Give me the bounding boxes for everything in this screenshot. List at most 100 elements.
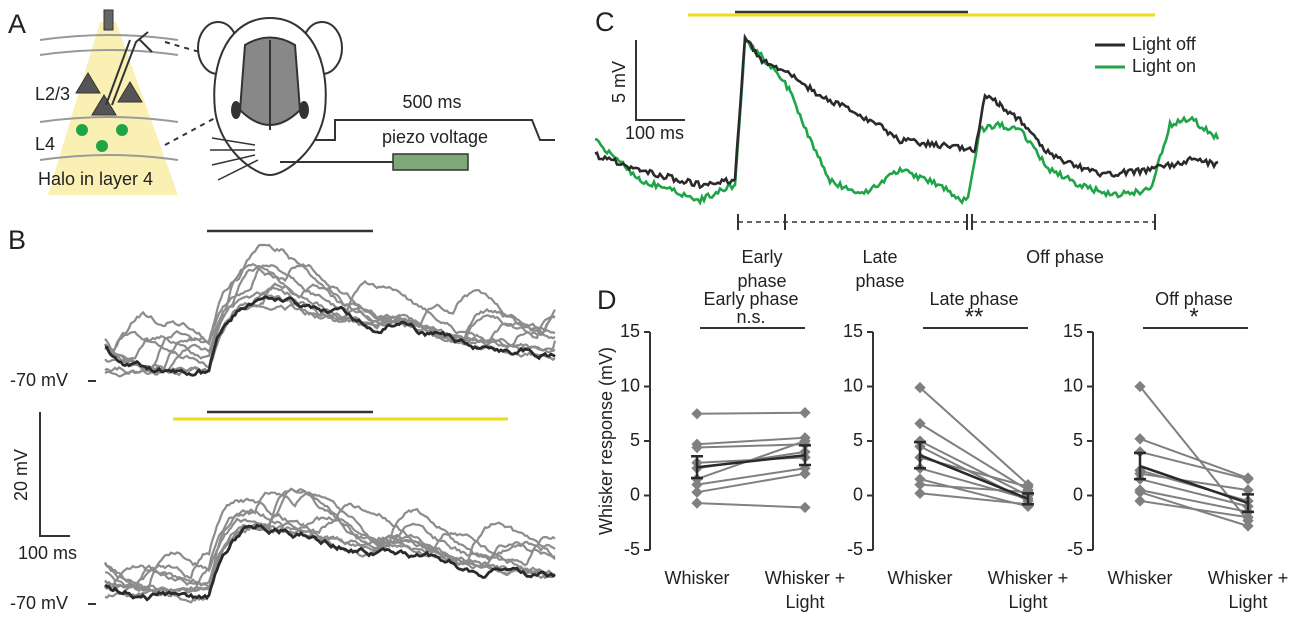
- y-tick-label: 10: [1063, 375, 1083, 395]
- phase-ticks: [737, 214, 1156, 230]
- piezo: [392, 153, 469, 171]
- error-bar: [1134, 451, 1146, 481]
- pipette: [105, 31, 153, 106]
- point: [1242, 511, 1254, 523]
- panel-label: A: [8, 9, 26, 39]
- legend-label: Light off: [1132, 34, 1197, 54]
- y-tick-label: 10: [843, 375, 863, 395]
- stimulus-label: piezo voltage: [382, 127, 488, 147]
- trace-mean: [104, 295, 556, 377]
- y-tick-label: 15: [620, 321, 640, 341]
- phase-label: Off phase: [1026, 247, 1104, 267]
- y-tick-label: 5: [1073, 430, 1083, 450]
- pair-line: [696, 472, 806, 494]
- y-tick-label: 15: [1063, 321, 1083, 341]
- layer-lines: [39, 34, 179, 161]
- layer-label: L2/3: [35, 84, 70, 104]
- traces: [104, 243, 557, 604]
- error-bar: [1242, 493, 1254, 514]
- point: [1134, 433, 1146, 445]
- pair-line: [919, 492, 1029, 506]
- l4-cells: [76, 124, 128, 152]
- point: [1134, 495, 1146, 507]
- scale-y-label: 20 mV: [11, 449, 31, 501]
- significance: **: [965, 303, 984, 330]
- point: [1242, 520, 1254, 532]
- y-tick-label: 0: [1073, 484, 1083, 504]
- stimulus-duration: 500 ms: [402, 92, 461, 112]
- legend-label: Light on: [1132, 56, 1196, 76]
- x-tick-label: Whisker + Light: [1207, 568, 1289, 612]
- phase-label: Early phase: [737, 247, 787, 291]
- trace-mean: [104, 523, 556, 602]
- pair-line: [1139, 437, 1249, 480]
- scale-x-label: 100 ms: [18, 543, 77, 563]
- trace: [104, 497, 556, 591]
- trace: [104, 487, 556, 590]
- trace: [104, 264, 556, 372]
- zoom-lines: [164, 41, 216, 146]
- x-tick-label: Whisker: [887, 568, 953, 588]
- trace: [104, 243, 556, 376]
- pyramidal-cells: [75, 72, 143, 116]
- stimulus-step: [315, 119, 555, 141]
- scale-x-label: 100 ms: [625, 123, 684, 143]
- y-tick-label: 0: [853, 484, 863, 504]
- point: [691, 486, 703, 498]
- x-tick-label: Whisker: [664, 568, 730, 588]
- y-axis-label: Whisker response (mV): [596, 347, 616, 535]
- trace: [104, 507, 556, 591]
- y-tick-label: 0: [630, 484, 640, 504]
- panel-label: C: [595, 7, 615, 37]
- layer-label: L4: [35, 134, 55, 154]
- point: [799, 501, 811, 514]
- light-cone: [48, 22, 178, 195]
- trace: [104, 263, 556, 373]
- point: [691, 441, 703, 454]
- caption: Halo in layer 4: [38, 169, 153, 189]
- pair-line: [919, 440, 1029, 497]
- point: [1242, 484, 1254, 496]
- pair-line: [696, 411, 806, 415]
- panel-label: B: [8, 225, 26, 255]
- error-bar: [914, 440, 926, 470]
- point: [914, 381, 926, 394]
- y-tick-label: -5: [1067, 539, 1083, 559]
- x-tick-label: Whisker + Light: [764, 568, 846, 612]
- trace: [104, 522, 556, 599]
- baseline-label: -70 mV: [10, 370, 68, 390]
- point: [799, 468, 811, 480]
- pair-line: [919, 422, 1029, 491]
- error-bar: [799, 444, 811, 467]
- mean-line: [696, 453, 806, 469]
- y-tick-label: 5: [853, 430, 863, 450]
- point: [914, 487, 926, 499]
- mean-line: [919, 454, 1029, 500]
- trace: [104, 291, 556, 361]
- pair-line: [1139, 450, 1249, 481]
- y-tick-label: 10: [620, 375, 640, 395]
- trace: [104, 491, 556, 604]
- point: [1134, 486, 1146, 498]
- pair-line: [1139, 499, 1249, 519]
- point: [914, 417, 926, 430]
- pair-line: [1139, 489, 1249, 513]
- point: [914, 478, 926, 491]
- pair-line: [1139, 472, 1249, 492]
- chart-title: Off phase: [1155, 289, 1233, 309]
- optic-fiber: [103, 9, 114, 31]
- y-tick-label: -5: [624, 539, 640, 559]
- point: [1242, 473, 1254, 485]
- scale-bar: [635, 40, 685, 121]
- trace: [594, 33, 1219, 190]
- pair-line: [1139, 478, 1249, 508]
- point: [1134, 380, 1146, 393]
- point: [691, 497, 703, 509]
- pair-line: [919, 467, 1029, 500]
- mean-line: [1139, 464, 1249, 505]
- pair-line: [696, 436, 806, 446]
